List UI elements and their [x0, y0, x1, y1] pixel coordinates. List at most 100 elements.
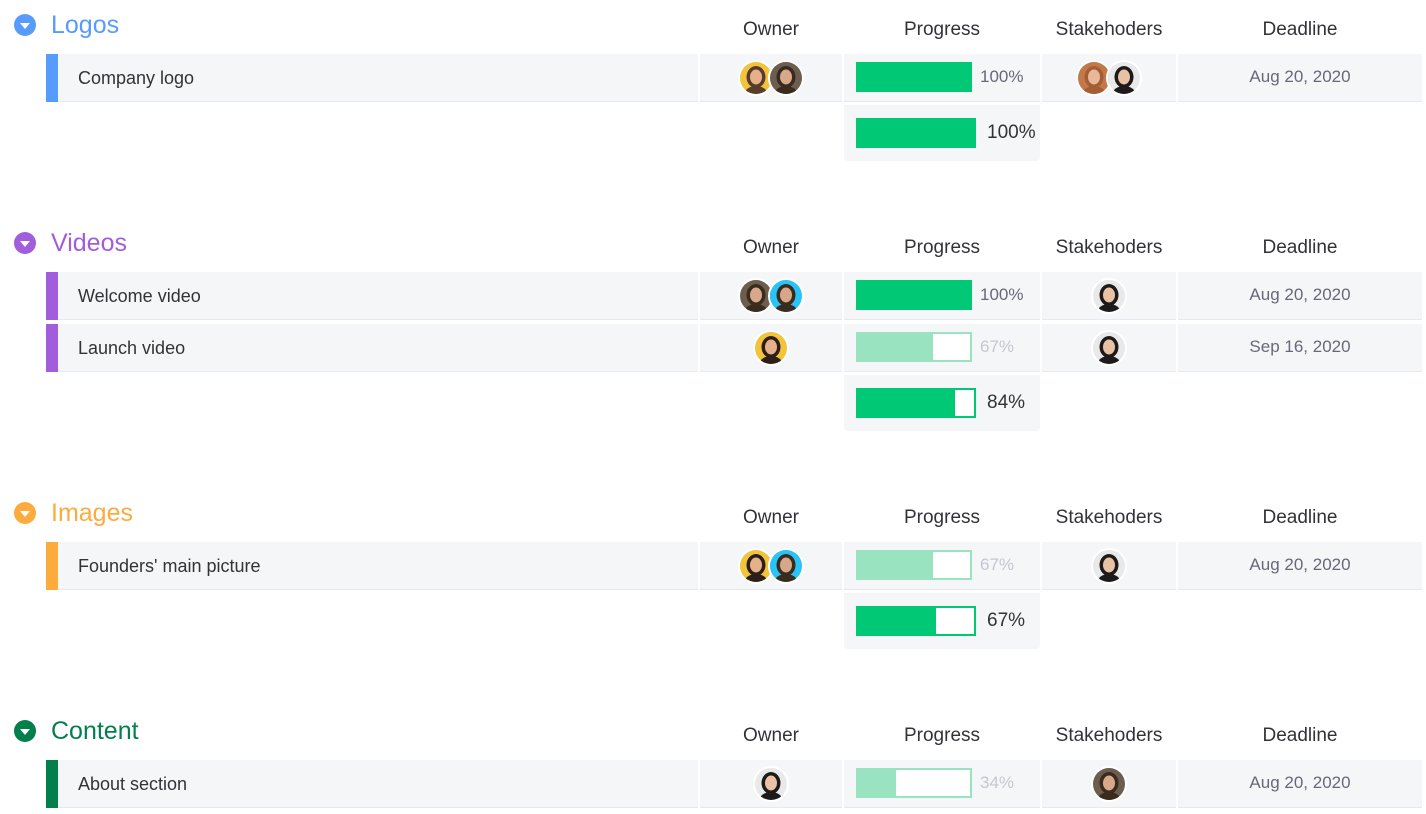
progress-percent: 34%	[980, 773, 1015, 792]
owner-avatars	[700, 60, 842, 96]
column-header-deadline[interactable]: Deadline	[1262, 725, 1338, 746]
column-header-stakeholders[interactable]: Stakehoders	[1055, 237, 1163, 258]
avatar[interactable]	[738, 548, 774, 584]
progress-cell[interactable]: 67%	[844, 324, 1040, 372]
progress-bar-fill	[858, 282, 970, 308]
column-header-progress[interactable]: Progress	[903, 725, 981, 746]
progress-cell[interactable]: 100%	[844, 272, 1040, 320]
column-header-stakeholders[interactable]: Stakehoders	[1055, 19, 1163, 40]
stakeholders-cell[interactable]	[1042, 54, 1176, 102]
summary-progress-bar	[856, 606, 976, 636]
chevron-down-icon[interactable]	[14, 14, 36, 36]
group-header: Images Owner Progress Stakehoders Deadline	[0, 488, 1426, 538]
item-name-cell[interactable]: Company logo	[58, 54, 698, 102]
progress-bar	[856, 768, 972, 798]
summary-progress-bar	[856, 388, 976, 418]
item-name-cell[interactable]: Welcome video	[58, 272, 698, 320]
owner-cell[interactable]	[700, 760, 842, 808]
table-row[interactable]: Welcome video 100% Aug 20, 2020	[46, 272, 1426, 320]
chevron-down-icon[interactable]	[14, 502, 36, 524]
avatar[interactable]	[768, 60, 804, 96]
summary-progress-percent: 100%	[987, 122, 1036, 143]
progress-percent: 67%	[980, 337, 1015, 356]
avatar[interactable]	[1076, 60, 1112, 96]
avatar[interactable]	[753, 330, 789, 366]
row-color-indicator	[46, 324, 58, 372]
owner-avatars	[700, 278, 842, 314]
owner-avatars	[700, 548, 842, 584]
avatar[interactable]	[1091, 548, 1127, 584]
progress-percent: 100%	[980, 67, 1024, 86]
summary-progress-fill	[858, 120, 974, 146]
group-title[interactable]: Videos	[51, 229, 127, 257]
column-header-owner[interactable]: Owner	[743, 725, 799, 746]
owner-cell[interactable]	[700, 542, 842, 590]
stakeholders-cell[interactable]	[1042, 760, 1176, 808]
owner-cell[interactable]	[700, 54, 842, 102]
avatar[interactable]	[1106, 60, 1142, 96]
row-color-indicator	[46, 542, 58, 590]
column-header-progress[interactable]: Progress	[903, 19, 981, 40]
column-header-progress[interactable]: Progress	[903, 507, 981, 528]
column-header-deadline[interactable]: Deadline	[1262, 19, 1338, 40]
stakeholder-avatars	[1042, 330, 1176, 366]
avatar[interactable]	[1091, 278, 1127, 314]
table-row[interactable]: Launch video 67% Sep 16, 2020	[46, 324, 1426, 372]
item-name-cell[interactable]: About section	[58, 760, 698, 808]
group-title[interactable]: Logos	[51, 11, 120, 39]
column-header-stakeholders[interactable]: Stakehoders	[1055, 507, 1163, 528]
progress-summary: 100%	[844, 105, 1040, 161]
avatar[interactable]	[1091, 330, 1127, 366]
item-name-cell[interactable]: Founders' main picture	[58, 542, 698, 590]
avatar[interactable]	[738, 60, 774, 96]
stakeholder-avatars	[1042, 548, 1176, 584]
stakeholder-avatars	[1042, 766, 1176, 802]
deadline-cell[interactable]: Aug 20, 2020	[1178, 542, 1422, 590]
chevron-down-icon[interactable]	[14, 720, 36, 742]
table-row[interactable]: About section 34% Aug 20, 2020	[46, 760, 1426, 808]
progress-cell[interactable]: 67%	[844, 542, 1040, 590]
avatar[interactable]	[1091, 766, 1127, 802]
progress-cell[interactable]: 100%	[844, 54, 1040, 102]
summary-progress-fill	[858, 608, 936, 634]
item-name-cell[interactable]: Launch video	[58, 324, 698, 372]
group-title[interactable]: Images	[51, 499, 133, 527]
stakeholders-cell[interactable]	[1042, 272, 1176, 320]
stakeholders-cell[interactable]	[1042, 542, 1176, 590]
progress-percent: 67%	[980, 555, 1015, 574]
stakeholder-avatars	[1042, 60, 1176, 96]
stakeholders-cell[interactable]	[1042, 324, 1176, 372]
progress-bar	[856, 62, 972, 92]
avatar[interactable]	[768, 278, 804, 314]
table-row[interactable]: Founders' main picture 67% Aug 20, 2020	[46, 542, 1426, 590]
column-header-owner[interactable]: Owner	[743, 507, 799, 528]
group-content: Content Owner Progress Stakehoders Deadline A…	[0, 706, 1426, 814]
stakeholder-avatars	[1042, 278, 1176, 314]
deadline-cell[interactable]: Aug 20, 2020	[1178, 54, 1422, 102]
deadline-date: Aug 20, 2020	[1249, 773, 1351, 792]
column-header-deadline[interactable]: Deadline	[1262, 237, 1338, 258]
deadline-cell[interactable]: Aug 20, 2020	[1178, 760, 1422, 808]
column-header-stakeholders[interactable]: Stakehoders	[1055, 725, 1163, 746]
table-row[interactable]: Company logo 100% Aug 20, 2020	[46, 54, 1426, 102]
owner-avatars	[700, 330, 842, 366]
column-header-progress[interactable]: Progress	[903, 237, 981, 258]
deadline-cell[interactable]: Sep 16, 2020	[1178, 324, 1422, 372]
progress-bar	[856, 332, 972, 362]
group-videos: Videos Owner Progress Stakehoders Deadline We…	[0, 218, 1426, 431]
group-title[interactable]: Content	[51, 717, 139, 745]
avatar[interactable]	[768, 548, 804, 584]
deadline-cell[interactable]: Aug 20, 2020	[1178, 272, 1422, 320]
column-header-owner[interactable]: Owner	[743, 237, 799, 258]
avatar[interactable]	[753, 766, 789, 802]
owner-cell[interactable]	[700, 272, 842, 320]
summary-progress-bar	[856, 118, 976, 148]
chevron-down-icon[interactable]	[14, 232, 36, 254]
progress-cell[interactable]: 34%	[844, 760, 1040, 808]
column-header-deadline[interactable]: Deadline	[1262, 507, 1338, 528]
deadline-date: Sep 16, 2020	[1249, 337, 1351, 356]
avatar[interactable]	[738, 278, 774, 314]
owner-cell[interactable]	[700, 324, 842, 372]
column-header-owner[interactable]: Owner	[743, 19, 799, 40]
